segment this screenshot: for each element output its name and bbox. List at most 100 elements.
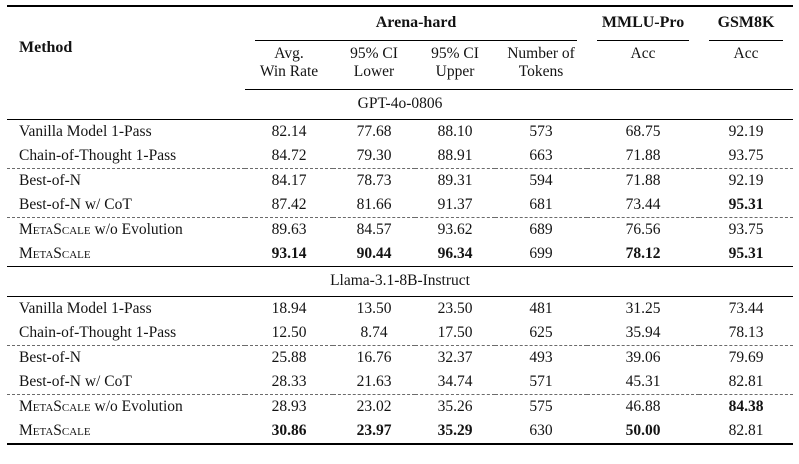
group-header-gsm8k-label: GSM8K — [717, 14, 775, 31]
value-cell: 23.97 — [356, 422, 392, 439]
col-header-line1: 95% CI — [431, 45, 479, 62]
value-cell: 35.29 — [437, 422, 473, 439]
table-row: MetaScale w/o Evolution 28.93 23.02 35.26 57… — [7, 395, 793, 420]
mmlu-pro-cmidrule — [597, 40, 690, 41]
value-cell: 39.06 — [625, 349, 661, 366]
value-cell: 34.74 — [415, 370, 495, 395]
table-row: MetaScale 93.14 90.44 96.34 699 78.12 95.31 — [7, 242, 794, 267]
value-cell: 493 — [529, 349, 553, 366]
value-cell: 575 — [529, 398, 553, 415]
arena-hard-cmidrule — [255, 40, 578, 41]
section-title: Llama-3.1-8B-Instruct — [7, 266, 794, 297]
method-name-smallcaps: MetaScale — [19, 221, 91, 238]
value-cell: 35.94 — [587, 321, 700, 346]
col-header-line1: Number of — [507, 45, 575, 62]
value-cell: 92.19 — [728, 123, 764, 140]
value-cell: 79.69 — [728, 349, 764, 366]
value-cell: 68.75 — [625, 123, 661, 140]
col-header-line1: 95% CI — [350, 45, 398, 62]
value-cell: 96.34 — [415, 242, 495, 267]
value-cell: 84.17 — [271, 172, 307, 189]
value-cell: 594 — [529, 172, 553, 189]
value-cell: 681 — [495, 193, 588, 218]
value-cell: 90.44 — [333, 242, 415, 267]
value-cell: 93.14 — [245, 242, 333, 267]
col-header-line1: Acc — [630, 45, 656, 62]
value-cell: 28.93 — [271, 398, 307, 415]
table-row: MetaScale 30.86 23.97 35.29 630 50.00 82.81 — [7, 419, 793, 444]
method-cell: Best-of-N w/ CoT — [7, 370, 245, 395]
group-header-arena-hard: Arena-hard — [245, 6, 587, 41]
col-header-num-tokens: Number of Tokens — [495, 41, 588, 90]
value-cell: 32.37 — [437, 349, 473, 366]
col-header-mmlu-acc: Acc — [587, 41, 700, 90]
method-cell: MetaScale — [7, 419, 245, 444]
value-cell: 92.19 — [728, 172, 764, 189]
value-cell: 663 — [495, 144, 588, 169]
value-cell: 16.76 — [356, 349, 392, 366]
value-cell: 13.50 — [356, 300, 392, 317]
results-table: Method Arena-hard MMLU-Pro GSM8K Avg. Wi — [7, 5, 794, 445]
value-cell: 573 — [529, 123, 553, 140]
col-header-ci-upper: 95% CI Upper — [415, 41, 495, 90]
value-cell: 21.63 — [333, 370, 415, 395]
method-cell: Vanilla Model 1-Pass — [7, 120, 245, 145]
section-header-row: Llama-3.1-8B-Instruct — [7, 266, 794, 297]
value-cell: 28.33 — [245, 370, 333, 395]
value-cell: 625 — [495, 321, 588, 346]
value-cell: 71.88 — [625, 172, 661, 189]
value-cell: 50.00 — [625, 422, 661, 439]
value-cell: 78.13 — [699, 321, 794, 346]
value-cell: 8.74 — [333, 321, 415, 346]
value-cell: 95.31 — [699, 193, 794, 218]
value-cell: 45.31 — [587, 370, 700, 395]
col-header-line1: Avg. — [274, 45, 304, 62]
value-cell: 87.42 — [245, 193, 333, 218]
method-name-text: Vanilla Model 1-Pass — [19, 123, 152, 140]
value-cell: 89.63 — [271, 221, 307, 238]
group-header-mmlu-pro-label: MMLU-Pro — [601, 14, 685, 31]
gsm8k-cmidrule — [709, 40, 784, 41]
value-cell: 76.56 — [625, 221, 661, 238]
value-cell: 93.62 — [437, 221, 473, 238]
table-body: GPT-4o-0806 Vanilla Model 1-Pass 82.14 77.6… — [7, 89, 794, 445]
value-cell: 78.73 — [356, 172, 392, 189]
value-cell: 23.50 — [437, 300, 473, 317]
method-name-text: Best-of-N w/ CoT — [19, 196, 132, 213]
value-cell: 88.91 — [415, 144, 495, 169]
value-cell: 84.38 — [728, 398, 764, 415]
table-row: Chain-of-Thought 1-Pass 12.50 8.74 17.50 625… — [7, 321, 794, 346]
value-cell: 17.50 — [415, 321, 495, 346]
method-cell: Chain-of-Thought 1-Pass — [7, 321, 245, 346]
value-cell: 481 — [529, 300, 553, 317]
method-cell: Best-of-N w/ CoT — [7, 193, 245, 218]
method-name-text: Best-of-N w/ CoT — [19, 373, 132, 390]
method-cell: Vanilla Model 1-Pass — [7, 297, 245, 322]
value-cell: 77.68 — [356, 123, 392, 140]
value-cell: 23.02 — [356, 398, 392, 415]
value-cell: 84.72 — [245, 144, 333, 169]
group-header-arena-hard-label: Arena-hard — [375, 14, 457, 31]
value-cell: 88.10 — [437, 123, 473, 140]
method-name-text: w/o Evolution — [90, 398, 183, 415]
section-header-row: GPT-4o-0806 — [7, 89, 794, 120]
group-header-gsm8k: GSM8K — [699, 6, 793, 41]
table-header: Method Arena-hard MMLU-Pro GSM8K Avg. Wi — [7, 6, 794, 90]
value-cell: 95.31 — [699, 242, 794, 267]
method-name-smallcaps: MetaScale — [19, 398, 91, 415]
method-name-smallcaps: MetaScale — [19, 422, 91, 439]
value-cell: 571 — [495, 370, 588, 395]
value-cell: 91.37 — [415, 193, 495, 218]
table-row: Vanilla Model 1-Pass 82.14 77.68 88.10 573 68… — [7, 120, 793, 145]
table-row: Best-of-N 25.88 16.76 32.37 493 39.06 79.69 — [7, 346, 793, 371]
method-name-text: Best-of-N — [19, 172, 81, 189]
value-cell: 93.75 — [728, 221, 764, 238]
value-cell: 82.81 — [699, 370, 794, 395]
method-name-text: w/o Evolution — [90, 221, 183, 238]
method-cell: Best-of-N — [7, 169, 245, 194]
method-name-smallcaps: MetaScale — [19, 245, 91, 262]
value-cell: 12.50 — [245, 321, 333, 346]
col-header-line1: Acc — [733, 45, 759, 62]
value-cell: 699 — [495, 242, 588, 267]
table-row: MetaScale w/o Evolution 89.63 84.57 93.62 68… — [7, 218, 793, 243]
